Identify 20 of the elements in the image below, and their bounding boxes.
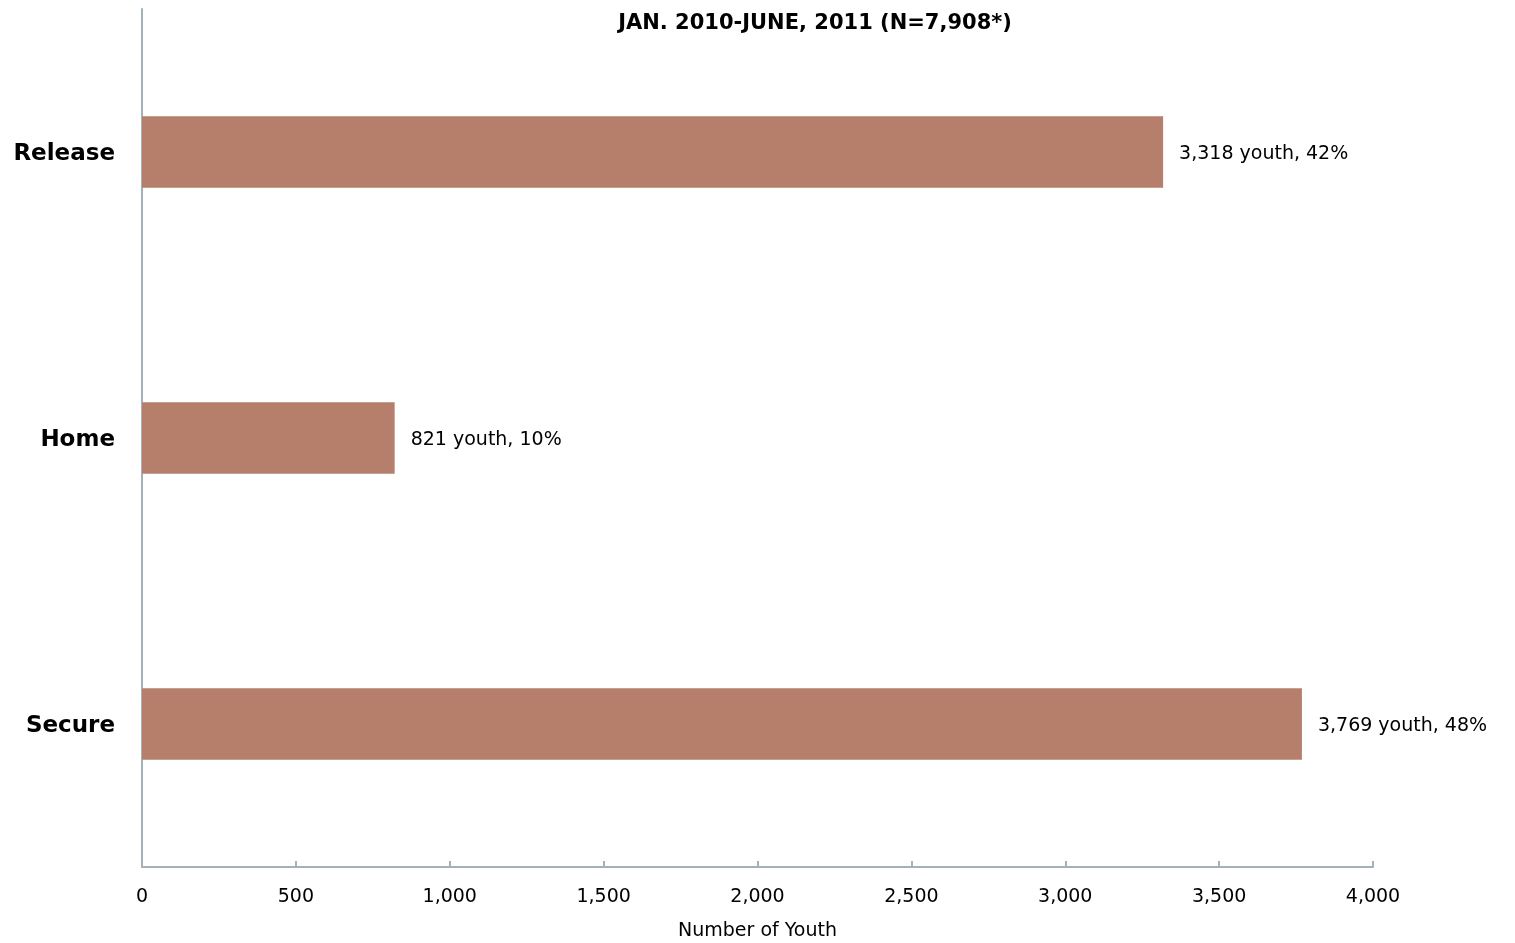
data-label: 3,318 youth, 42% [1179, 141, 1349, 163]
bar [142, 116, 1164, 188]
y-tick-label: Secure [25, 711, 115, 737]
y-tick-label: Release [13, 139, 115, 165]
x-axis-title: Number of Youth [678, 917, 837, 940]
data-label: 821 youth, 10% [410, 427, 562, 449]
bar [142, 688, 1302, 760]
x-tick-label: 2,500 [884, 883, 939, 906]
bar [142, 402, 395, 474]
y-tick-label: Home [40, 425, 115, 451]
x-tick-label: 0 [135, 883, 149, 906]
chart-title: JAN. 2010-JUNE, 2011 (N=7,908*) [616, 9, 1012, 34]
x-tick-label: 3,500 [1191, 883, 1247, 906]
data-label: 3,769 youth, 48% [1317, 713, 1488, 735]
x-tick-label: 500 [277, 883, 315, 906]
x-tick-label: 4,000 [1345, 883, 1401, 906]
x-tick-label: 3,000 [1038, 883, 1093, 906]
x-tick-label: 1,500 [576, 883, 631, 906]
x-tick-label: 1,000 [422, 883, 477, 906]
x-tick-label: 2,000 [730, 883, 785, 906]
